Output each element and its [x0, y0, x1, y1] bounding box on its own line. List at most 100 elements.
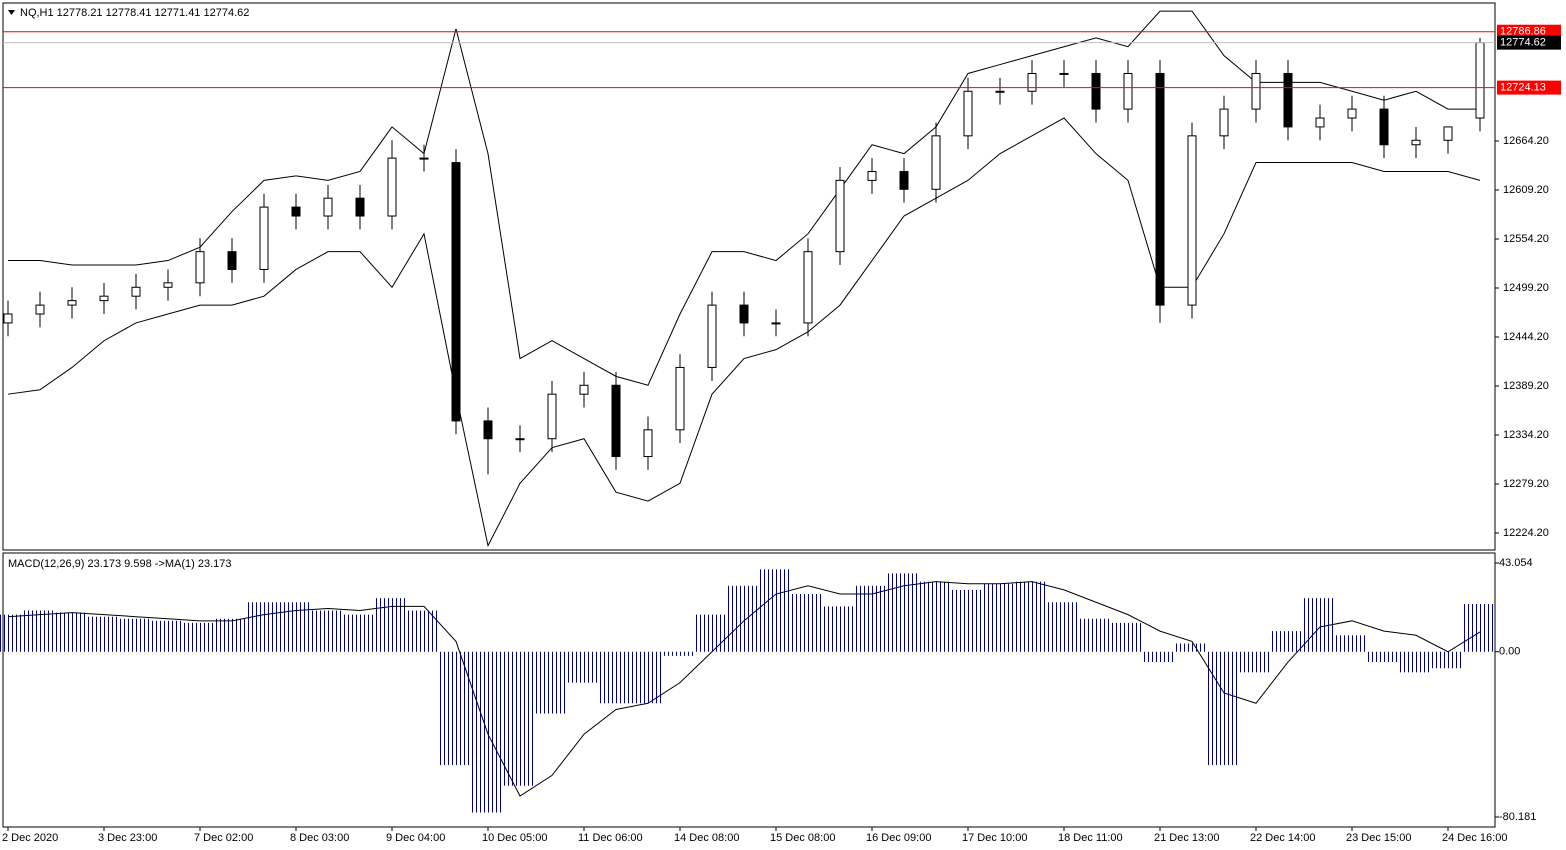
candle-body	[675, 366, 685, 431]
price-label: 12786.86	[1500, 26, 1546, 38]
x-tick-label: 11 Dec 06:00	[578, 832, 643, 844]
menu-arrow[interactable]	[8, 10, 15, 15]
band-line	[7, 117, 1481, 548]
macd-bar	[24, 610, 56, 652]
x-tick-label: 3 Dec 23:00	[98, 832, 157, 844]
candle-body	[1187, 135, 1197, 306]
macd-bar	[216, 618, 248, 652]
candle-body	[451, 162, 461, 422]
candle-body	[323, 197, 333, 217]
macd-bar	[1048, 602, 1080, 652]
price-label-box	[1497, 35, 1561, 50]
macd-bar	[856, 585, 888, 652]
macd-bar	[88, 616, 120, 652]
candle-body	[1251, 72, 1261, 110]
y-tick-label: 12444.20	[1503, 331, 1549, 343]
candle-body	[419, 157, 429, 160]
macd-bar	[152, 620, 184, 652]
candle-body	[963, 90, 973, 137]
candle-body	[195, 251, 205, 284]
x-tick-label: 18 Dec 11:00	[1058, 832, 1123, 844]
candle-body	[835, 179, 845, 253]
macd-bar	[888, 573, 920, 652]
candle-body	[579, 384, 589, 395]
y-tick-label: 12334.20	[1503, 429, 1549, 441]
candle-body	[803, 251, 813, 324]
macd-bar	[1336, 635, 1368, 652]
y-tick-label: 0.00	[1499, 646, 1520, 658]
price-label-box	[1497, 24, 1561, 39]
macd-bar	[56, 612, 88, 652]
candle-body	[1315, 117, 1325, 128]
y-tick-label: 12499.20	[1503, 282, 1549, 294]
y-tick-label: 12224.20	[1503, 527, 1549, 539]
macd-bar	[184, 622, 216, 652]
macd-bar	[1400, 651, 1432, 673]
price-label: 12774.62	[1500, 37, 1546, 49]
candle-body	[739, 304, 749, 324]
candle-body	[771, 322, 781, 325]
macd-bar	[248, 602, 280, 652]
macd-bar	[664, 651, 696, 656]
y-tick-label: 43.054	[1499, 557, 1533, 569]
chart-title: NQ,H1 12778.21 12778.41 12771.41 12774.6…	[20, 7, 249, 19]
macd-bar	[568, 651, 600, 683]
candle-body	[67, 300, 77, 306]
macd-bar	[952, 589, 984, 652]
macd-title: MACD(12,26,9) 23.173 9.598 ->MA(1) 23.17…	[8, 558, 232, 570]
macd-bar	[1368, 651, 1400, 663]
macd-bar	[1272, 631, 1304, 652]
band-line	[8, 10, 1480, 386]
macd-bar	[472, 651, 504, 813]
y-tick-label: 12279.20	[1503, 478, 1549, 490]
candle-body	[1059, 72, 1069, 75]
candle-body	[611, 384, 621, 458]
candle-body	[707, 304, 717, 368]
candle-body	[1347, 108, 1357, 119]
x-tick-label: 10 Dec 05:00	[482, 832, 547, 844]
macd-bar	[1080, 618, 1112, 652]
price-label: 12724.13	[1500, 82, 1546, 94]
macd-bar	[344, 614, 376, 652]
macd-bar	[1144, 651, 1176, 663]
macd-bar	[0, 614, 24, 652]
macd-bar	[1432, 651, 1464, 669]
x-tick-label: 7 Dec 02:00	[194, 832, 253, 844]
candle-body	[515, 438, 525, 441]
candle-body	[1379, 108, 1389, 146]
macd-bar	[632, 651, 664, 704]
macd-bar	[600, 651, 632, 704]
candle-body	[547, 393, 557, 440]
candle-body	[259, 206, 269, 270]
macd-bar	[1112, 622, 1144, 652]
candle-body	[483, 420, 493, 440]
x-tick-label: 17 Dec 10:00	[962, 832, 1027, 844]
candle-body	[291, 206, 301, 217]
candle-body	[131, 286, 141, 297]
price-label-box	[1497, 80, 1561, 95]
y-tick-label: 12664.20	[1503, 135, 1549, 147]
candle-body	[3, 313, 13, 324]
candle-body	[1411, 139, 1421, 146]
x-tick-label: 2 Dec 2020	[2, 832, 58, 844]
y-tick-label: 12609.20	[1503, 184, 1549, 196]
macd-bar	[920, 581, 952, 652]
macd-bar	[1176, 643, 1208, 652]
macd-bar	[408, 610, 440, 652]
x-tick-label: 23 Dec 15:00	[1346, 832, 1411, 844]
candle-body	[163, 282, 173, 288]
candle-body	[931, 135, 941, 190]
x-tick-label: 21 Dec 13:00	[1154, 832, 1219, 844]
macd-bar	[1464, 603, 1496, 652]
x-tick-label: 9 Dec 04:00	[386, 832, 445, 844]
candle-body	[1123, 72, 1133, 110]
main-panel	[2, 2, 1496, 551]
macd-bar	[984, 583, 1016, 652]
candle-body	[867, 170, 877, 181]
macd-bar	[376, 598, 408, 652]
x-tick-label: 24 Dec 16:00	[1442, 832, 1507, 844]
candle-body	[35, 304, 45, 315]
candle-body	[995, 90, 1005, 93]
y-tick-label: -80.181	[1499, 811, 1536, 823]
